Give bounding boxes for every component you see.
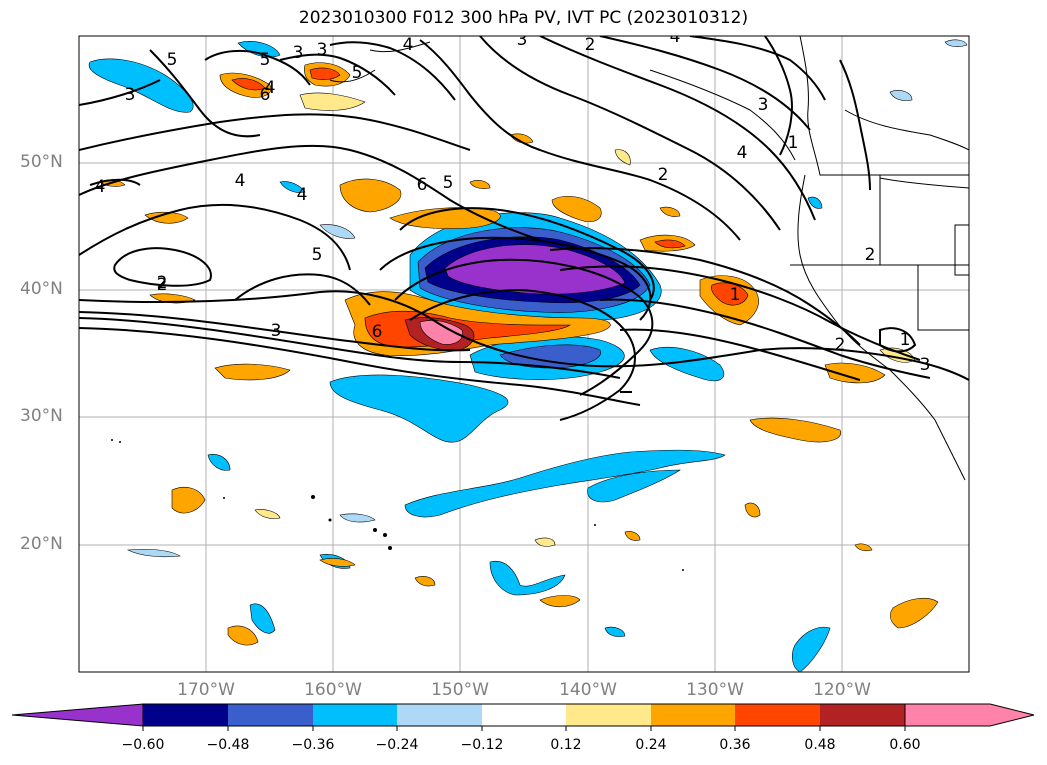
colorbar-tick-label: 0.48 xyxy=(804,737,836,753)
lat-label-40n: 40°N xyxy=(20,279,63,299)
contour-label: 3 xyxy=(271,321,282,341)
colorbar-tick-label: 0.60 xyxy=(889,737,921,753)
colorbar-tick-label: −0.24 xyxy=(375,737,419,753)
contour-label: 4 xyxy=(235,171,246,191)
lon-label-160w: 160°W xyxy=(304,680,362,700)
colorbar-tick-label: −0.48 xyxy=(206,737,250,753)
gridlines xyxy=(79,36,969,672)
lon-label-150w: 150°W xyxy=(431,680,489,700)
colorbar-tick-label: 0.24 xyxy=(635,737,667,753)
lat-label-30n: 30°N xyxy=(20,406,63,426)
colorbar-tick-label: 0.12 xyxy=(550,737,582,753)
colorbar-bin xyxy=(820,704,905,726)
colorbar-bin xyxy=(397,704,482,726)
contour-label: 5 xyxy=(312,245,323,265)
contour-label: 4 xyxy=(403,35,414,55)
contour-label: 2 xyxy=(835,335,846,355)
map-title: 2023010300 F012 300 hPa PV, IVT PC (2023… xyxy=(298,8,749,28)
colorbar-tick-label: −0.60 xyxy=(121,737,165,753)
colorbar-tick-label: −0.36 xyxy=(291,737,335,753)
lon-label-130w: 130°W xyxy=(686,680,744,700)
island-specks xyxy=(111,439,684,571)
contour-label: 6 xyxy=(417,175,428,195)
contour-label: 1 xyxy=(730,285,741,305)
lon-label-140w: 140°W xyxy=(559,680,617,700)
contour-label: 4 xyxy=(737,143,748,163)
contour-label: 3 xyxy=(125,85,136,105)
lat-label-20n: 20°N xyxy=(20,534,63,554)
contour-label: 2 xyxy=(585,35,596,55)
contour-labels: 5 5 3 4 3 4 4 5 6 5 4 4 2 5 2 3 6 3 2 1 … xyxy=(95,27,931,375)
colorbar-bin xyxy=(143,704,228,726)
contour-label: 1 xyxy=(788,133,799,153)
map-border xyxy=(78,35,970,673)
contour-label: 3 xyxy=(758,95,769,115)
contour-label: 2 xyxy=(157,273,168,293)
contour-label: 5 xyxy=(443,173,454,193)
colorbar-bin xyxy=(313,704,397,726)
colorbar-bin xyxy=(482,704,566,726)
colorbar-bin xyxy=(566,704,651,726)
lat-label-50n: 50°N xyxy=(20,152,63,172)
colorbar-extend-high xyxy=(904,703,1035,727)
contour-label: 4 xyxy=(265,78,276,98)
contour-label: 2 xyxy=(157,275,168,295)
contour-label: 1 xyxy=(900,330,911,350)
colorbar-extend-low xyxy=(11,703,144,727)
colorbar-tick-label: −0.12 xyxy=(460,737,504,753)
contour-label: 3 xyxy=(293,43,304,63)
colorbar-bin xyxy=(735,704,820,726)
contour-label: 5 xyxy=(167,50,178,70)
contour-label: 6 xyxy=(260,85,271,105)
colorbar-bin xyxy=(228,704,313,726)
contour-label: 5 xyxy=(352,63,363,83)
colorbar-bin xyxy=(651,704,735,726)
contour-label: 4 xyxy=(670,27,681,47)
contour-label: 3 xyxy=(920,355,931,375)
lon-label-120w: 120°W xyxy=(813,680,871,700)
contour-label: 3 xyxy=(517,30,528,50)
colorbar xyxy=(11,703,1035,731)
contour-label: 3 xyxy=(317,40,328,60)
contour-label: 6 xyxy=(372,322,383,342)
contour-label: 4 xyxy=(95,177,106,197)
colorbar-tick-label: 0.36 xyxy=(719,737,751,753)
pv-contours xyxy=(79,36,969,421)
contour-label: 5 xyxy=(260,50,271,70)
contour-label: 2 xyxy=(865,245,876,265)
contour-label: 2 xyxy=(658,165,669,185)
colorbar-border xyxy=(142,703,906,727)
contour-label: 4 xyxy=(297,185,308,205)
lon-label-170w: 170°W xyxy=(177,680,235,700)
